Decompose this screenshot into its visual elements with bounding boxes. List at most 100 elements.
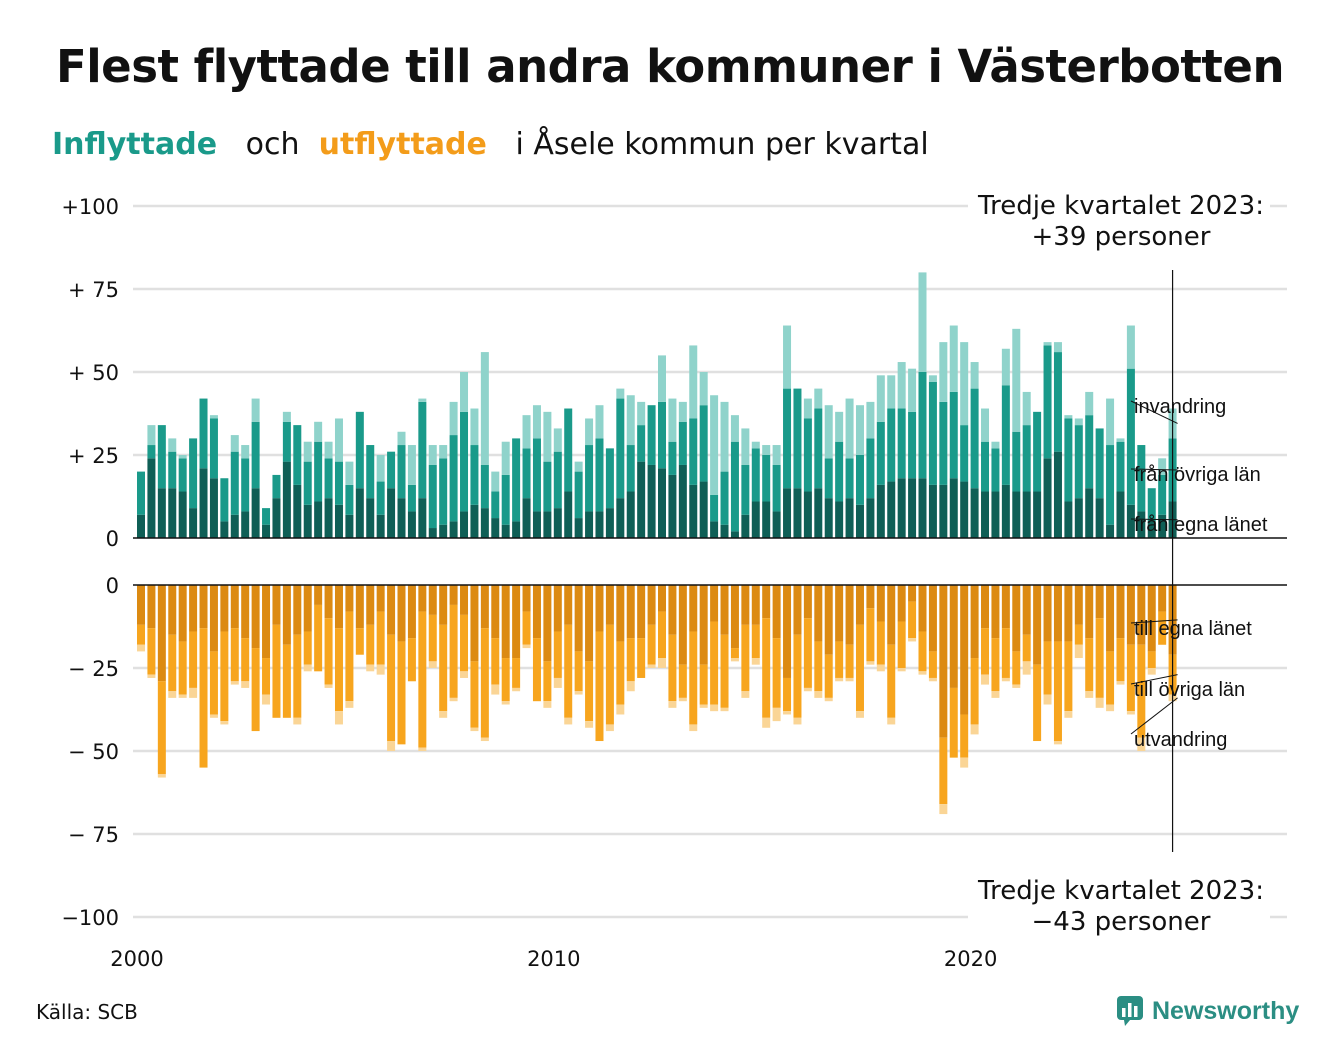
bar-out-ovriga bbox=[345, 611, 354, 702]
bar-out-utvandring bbox=[991, 691, 1000, 698]
bar-out-utvandring bbox=[616, 704, 625, 715]
bar-out-ovriga bbox=[1033, 664, 1042, 742]
bar-out-utvandring bbox=[668, 701, 677, 708]
bar-in-egna bbox=[897, 478, 906, 538]
bar-in-invandring bbox=[949, 325, 958, 392]
bar-out-utvandring bbox=[626, 681, 635, 692]
bar-in-egna bbox=[668, 474, 677, 538]
bar-out-ovriga bbox=[783, 677, 792, 712]
bar-in-egna bbox=[449, 521, 458, 538]
bar-in-ovriga bbox=[282, 421, 291, 462]
bar-in-ovriga bbox=[564, 408, 573, 492]
bar-in-ovriga bbox=[876, 421, 885, 485]
bar-out-utvandring bbox=[293, 717, 302, 725]
bar-in-invandring bbox=[658, 355, 666, 402]
bar-in-invandring bbox=[574, 461, 583, 472]
bar-in-invandring bbox=[251, 398, 260, 422]
bar-out-utvandring bbox=[1116, 681, 1125, 685]
bar-in-invandring bbox=[616, 388, 625, 399]
bar-out-egna bbox=[1012, 585, 1021, 652]
bar-out-egna bbox=[960, 585, 969, 715]
bar-in-invandring bbox=[345, 461, 354, 485]
bar-in-egna bbox=[345, 514, 354, 538]
bar-in-invandring bbox=[887, 375, 896, 409]
bar-out-utvandring bbox=[866, 661, 875, 665]
bar-out-utvandring bbox=[605, 724, 614, 732]
series-leader-top bbox=[1130, 468, 1178, 471]
bar-in-egna bbox=[699, 481, 708, 538]
bar-out-egna bbox=[793, 585, 802, 635]
bar-in-egna bbox=[918, 478, 927, 538]
bar-out-ovriga bbox=[449, 604, 458, 698]
bar-out-ovriga bbox=[491, 638, 500, 685]
bar-out-egna bbox=[595, 585, 604, 632]
bar-in-ovriga bbox=[366, 445, 375, 499]
bar-in-ovriga bbox=[783, 388, 792, 489]
bar-in-egna bbox=[522, 498, 531, 538]
bar-out-ovriga bbox=[908, 601, 917, 639]
subtitle-rest: i Åsele kommun per kvartal bbox=[515, 127, 929, 162]
bar-in-egna bbox=[855, 504, 864, 538]
bar-out-utvandring bbox=[803, 687, 812, 692]
bar-in-invandring bbox=[407, 445, 416, 485]
bar-out-egna bbox=[647, 585, 656, 625]
bar-in-egna bbox=[928, 484, 937, 538]
bar-out-egna bbox=[553, 585, 562, 632]
bar-out-egna bbox=[147, 585, 156, 629]
bar-in-egna bbox=[168, 488, 177, 538]
bar-in-egna bbox=[1085, 488, 1094, 538]
bar-in-ovriga bbox=[1126, 368, 1135, 505]
bar-in-invandring bbox=[1053, 342, 1062, 353]
series-label-top: från övriga län bbox=[1134, 464, 1261, 486]
bar-in-ovriga bbox=[762, 455, 771, 502]
bar-in-ovriga bbox=[460, 411, 469, 512]
bar-out-ovriga bbox=[324, 618, 333, 685]
bar-out-utvandring bbox=[585, 721, 594, 728]
bar-out-ovriga bbox=[355, 628, 364, 655]
bar-in-egna bbox=[751, 501, 760, 538]
bar-out-ovriga bbox=[366, 624, 375, 665]
bar-out-ovriga bbox=[814, 641, 823, 692]
bar-in-egna bbox=[512, 521, 521, 538]
bar-out-ovriga bbox=[522, 611, 531, 645]
bar-out-ovriga bbox=[564, 624, 573, 718]
bar-in-egna bbox=[157, 488, 166, 538]
bar-out-egna bbox=[241, 585, 250, 639]
bar-out-ovriga bbox=[1001, 628, 1010, 678]
bar-out-utvandring bbox=[1022, 661, 1031, 675]
bar-in-egna bbox=[366, 498, 375, 538]
series-label-bottom: till övriga län bbox=[1134, 679, 1245, 701]
bar-out-utvandring bbox=[262, 694, 271, 705]
bar-in-invandring bbox=[168, 438, 177, 452]
bar-in-invandring bbox=[772, 445, 781, 465]
bar-out-egna bbox=[668, 585, 677, 635]
bar-out-utvandring bbox=[1012, 684, 1021, 688]
bar-in-ovriga bbox=[512, 438, 521, 522]
bar-out-egna bbox=[1116, 585, 1125, 639]
bar-in-ovriga bbox=[241, 458, 250, 512]
bar-out-ovriga bbox=[1147, 651, 1156, 668]
bar-in-ovriga bbox=[428, 464, 437, 529]
bar-in-ovriga bbox=[1043, 345, 1052, 459]
bar-in-ovriga bbox=[491, 491, 500, 519]
subtitle-inflyttade: Inflyttade bbox=[52, 127, 218, 162]
bar-out-ovriga bbox=[189, 631, 198, 688]
x-tick-label: 2010 bbox=[527, 947, 580, 971]
bar-out-egna bbox=[918, 585, 927, 632]
bar-in-egna bbox=[574, 518, 583, 538]
bar-in-invandring bbox=[553, 428, 562, 452]
bar-in-ovriga bbox=[1012, 431, 1021, 492]
bar-out-ovriga bbox=[772, 638, 781, 708]
bar-in-egna bbox=[1137, 511, 1146, 538]
bar-in-invandring bbox=[532, 405, 541, 439]
bar-out-egna bbox=[720, 585, 729, 635]
bar-out-utvandring bbox=[324, 684, 333, 688]
bar-in-egna bbox=[189, 508, 198, 538]
bar-in-ovriga bbox=[303, 461, 312, 505]
bar-in-invandring bbox=[845, 398, 854, 459]
bar-in-ovriga bbox=[272, 474, 281, 499]
bar-in-ovriga bbox=[178, 458, 187, 492]
bar-out-egna bbox=[178, 585, 187, 642]
bar-out-egna bbox=[876, 585, 885, 622]
bar-out-egna bbox=[751, 585, 760, 625]
